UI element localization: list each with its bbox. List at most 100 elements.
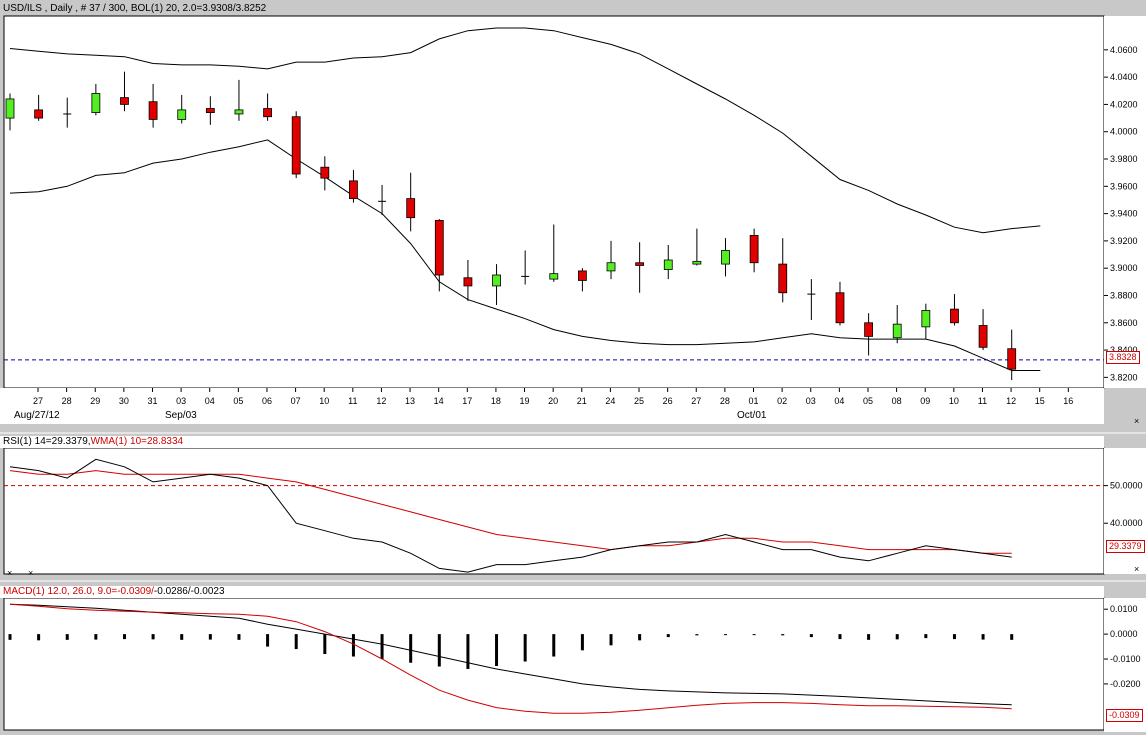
candle-body	[578, 270, 587, 281]
candle-body	[978, 325, 988, 348]
macd-tick-label: 0.0100	[1110, 604, 1138, 614]
candle	[1007, 329, 1017, 381]
candle	[921, 303, 931, 340]
time-tick-label: 07	[291, 396, 301, 406]
rsi-value-tag: 29.3379	[1106, 540, 1145, 553]
time-tick-label: 19	[520, 396, 530, 406]
time-axis-area	[0, 388, 1104, 424]
candle	[950, 294, 959, 326]
rsi-plot-area	[3, 447, 1105, 575]
price-tick-label: 4.0000	[1110, 127, 1138, 137]
time-tick-label: 11	[978, 396, 987, 406]
candle-body	[835, 292, 845, 324]
candle-body	[721, 250, 730, 265]
candle	[578, 268, 587, 292]
macd-tick-label: -0.0200	[1110, 679, 1141, 689]
macd-histogram-bar	[8, 634, 12, 640]
candle	[663, 244, 673, 280]
candle-body	[234, 109, 244, 115]
macd-histogram-bar	[266, 634, 270, 647]
macd-histogram-bar	[323, 634, 327, 655]
time-tick-label: 10	[319, 396, 329, 406]
time-tick-label: 16	[1063, 396, 1073, 406]
candle	[91, 83, 101, 116]
price-tick-label: 3.8200	[1110, 372, 1138, 382]
macd-histogram-bar	[838, 634, 842, 640]
time-tick-label: 11	[348, 396, 357, 406]
rsi-header: RSI(1) 14=29.3379,WMA(1) 10=28.8334	[3, 436, 183, 448]
candle	[406, 172, 416, 232]
macd-histogram-bar	[466, 634, 470, 669]
candle-body	[5, 98, 15, 119]
candle-body	[120, 97, 129, 105]
candle-body	[463, 277, 473, 287]
candle	[521, 250, 530, 285]
time-tick-label: 18	[491, 396, 501, 406]
candle	[234, 79, 244, 121]
macd-histogram-bar	[437, 634, 441, 667]
time-tick-label: 15	[1035, 396, 1045, 406]
candle	[349, 169, 358, 203]
macd-histogram-bar	[180, 634, 184, 640]
candle	[34, 94, 44, 121]
candle	[721, 238, 730, 277]
time-tick-label: 09	[920, 396, 930, 406]
macd-histogram-bar	[208, 634, 212, 640]
macd-line	[9, 603, 1012, 706]
macd-histogram-bar	[752, 634, 756, 636]
time-tick-label: 25	[634, 396, 644, 406]
candle	[864, 313, 873, 356]
current-price-tag: 3.8328	[1106, 351, 1140, 364]
macd-header-label: MACD(1) 12.0, 26.0, 9.0=-0.0309/	[3, 586, 154, 597]
price-tick-label: 3.9800	[1110, 154, 1138, 164]
price-tick-label: 3.9200	[1110, 236, 1138, 246]
candle	[892, 305, 902, 344]
candle-body	[263, 108, 272, 118]
price-tick-label: 4.0200	[1110, 99, 1138, 109]
candle-body	[177, 109, 187, 120]
macd-tick-label: 0.0000	[1110, 629, 1138, 639]
time-tick-label: 12	[1006, 396, 1016, 406]
candle	[978, 309, 988, 351]
macd-histogram-bar	[695, 634, 699, 636]
macd-histogram-bar	[351, 634, 355, 657]
candle-body	[749, 235, 759, 264]
candle-body	[34, 109, 44, 119]
macd-histogram-bar	[523, 634, 527, 662]
collapse-icon: ×	[7, 568, 12, 578]
candle	[434, 219, 444, 292]
rsi-header-label: RSI(1) 14=29.3379,	[3, 436, 91, 447]
macd-histogram-bar	[495, 634, 499, 666]
time-tick-label: 13	[405, 396, 415, 406]
candle	[549, 224, 559, 282]
macd-histogram-bar	[122, 634, 126, 640]
rsi-header-area	[0, 436, 1104, 448]
candle	[807, 279, 816, 321]
candle	[120, 71, 129, 112]
time-tick-label: 27	[691, 396, 701, 406]
time-tick-label: 14	[434, 396, 444, 406]
macd-histogram-bar	[409, 634, 413, 663]
candle-body	[663, 259, 673, 270]
candle	[778, 238, 788, 303]
time-tick-label: 26	[663, 396, 673, 406]
macd-histogram-bar	[237, 634, 241, 640]
price-tick-label: 3.8600	[1110, 318, 1138, 328]
price-tick-label: 4.0600	[1110, 45, 1138, 55]
time-tick-label: 10	[949, 396, 959, 406]
candle-body	[148, 101, 158, 120]
time-tick-label: 04	[834, 396, 844, 406]
macd-histogram-bar	[580, 634, 584, 651]
candle-body	[635, 262, 645, 266]
time-tick-label: 05	[863, 396, 873, 406]
candle-body	[549, 273, 559, 280]
candle-body	[1007, 348, 1017, 370]
macd-histogram-bar	[924, 634, 928, 639]
macd-histogram-bar	[380, 634, 384, 660]
candle	[263, 93, 272, 121]
candle	[177, 94, 187, 124]
candle-body	[406, 198, 416, 219]
macd-histogram-bar	[781, 634, 785, 636]
macd-histogram-bar	[65, 634, 69, 640]
